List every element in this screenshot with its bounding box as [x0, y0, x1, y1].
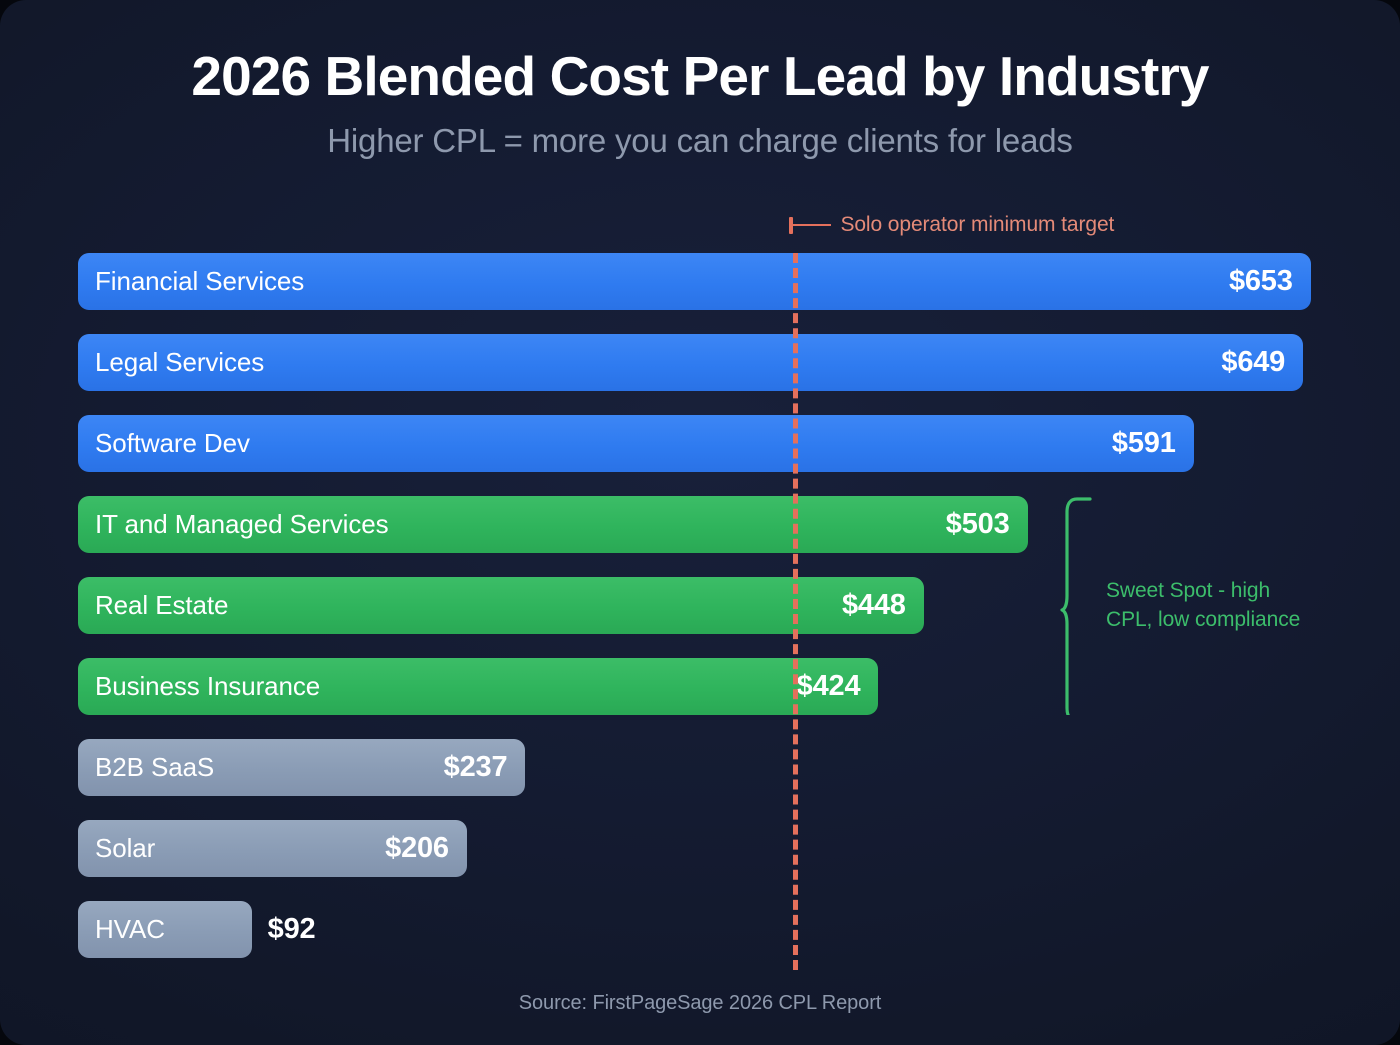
bar-business-insurance[interactable]: Business Insurance $424	[78, 658, 879, 715]
bar-category-label: Software Dev	[95, 428, 250, 458]
bar-it-and-managed-services[interactable]: IT and Managed Services $503	[78, 496, 1028, 553]
target-reference-line	[793, 253, 799, 970]
sweet-spot-annotation: Sweet Spot - high CPL, low compliance	[1060, 496, 1300, 715]
bar-b2b-saas[interactable]: B2B SaaS $237	[78, 739, 526, 796]
bar-row: HVAC $92	[78, 901, 1322, 958]
bar-row: Legal Services $649	[78, 334, 1322, 391]
bar-category-label: Business Insurance	[95, 671, 321, 701]
source-note: Source: FirstPageSage 2026 CPL Report	[518, 992, 882, 1014]
bar-legal-services[interactable]: Legal Services $649	[78, 334, 1304, 391]
bar-value-label: $653	[1228, 265, 1293, 297]
sweet-spot-line-2: CPL, low compliance	[1106, 607, 1301, 631]
bar-category-label: Solar	[95, 833, 156, 863]
bar-value-label: $92	[267, 913, 316, 945]
sweet-spot-line-1: Sweet Spot - high	[1106, 579, 1271, 603]
bar-row: Software Dev $591	[78, 415, 1322, 472]
bar-real-estate[interactable]: Real Estate $448	[78, 577, 924, 634]
bar-value-label: $591	[1111, 427, 1176, 459]
target-annotation-label: Solo operator minimum target	[840, 213, 1115, 236]
bar-row: Business Insurance $424	[78, 658, 1322, 715]
bar-category-label: IT and Managed Services	[95, 509, 389, 539]
bar-value-label: $206	[385, 832, 449, 864]
bar-row: Solar $206	[78, 820, 1322, 877]
page-title: 2026 Blended Cost Per Lead by Industry	[191, 45, 1209, 107]
bar-value-label: $237	[443, 751, 508, 783]
bar-row: IT and Managed Services $503	[78, 496, 1322, 553]
target-annotation: Solo operator minimum target	[789, 213, 1114, 237]
bar-category-label: B2B SaaS	[95, 752, 215, 782]
bar-hvac[interactable]: HVAC	[78, 901, 252, 958]
bar-row: Financial Services $653	[78, 253, 1322, 310]
bar-value-label: $503	[945, 508, 1010, 540]
bar-category-label: Financial Services	[95, 266, 305, 296]
bar-value-label: $424	[796, 670, 861, 702]
bar-software-dev[interactable]: Software Dev $591	[78, 415, 1194, 472]
bar-value-label: $649	[1221, 346, 1286, 378]
bar-value-label: $448	[841, 589, 906, 621]
chart-header: 2026 Blended Cost Per Lead by Industry H…	[0, 0, 1400, 160]
bar-solar[interactable]: Solar $206	[78, 820, 467, 877]
bar-category-label: Legal Services	[95, 347, 265, 377]
target-tick-icon	[789, 216, 794, 234]
bar-chart-plot-area: Financial Services $653 Legal Services $649…	[78, 253, 1322, 970]
bar-financial-services[interactable]: Financial Services $653	[78, 253, 1311, 310]
bar-category-label: Real Estate	[95, 590, 229, 620]
bar-row: B2B SaaS $237	[78, 739, 1322, 796]
curly-brace-icon	[1060, 497, 1092, 715]
bar-category-label: HVAC	[95, 914, 165, 944]
target-leader-line-icon	[793, 224, 832, 226]
chart-subtitle: Higher CPL = more you can charge clients…	[327, 121, 1073, 159]
bar-row: Real Estate $448	[78, 577, 1322, 634]
sweet-spot-label: Sweet Spot - high CPL, low compliance	[1094, 577, 1300, 634]
